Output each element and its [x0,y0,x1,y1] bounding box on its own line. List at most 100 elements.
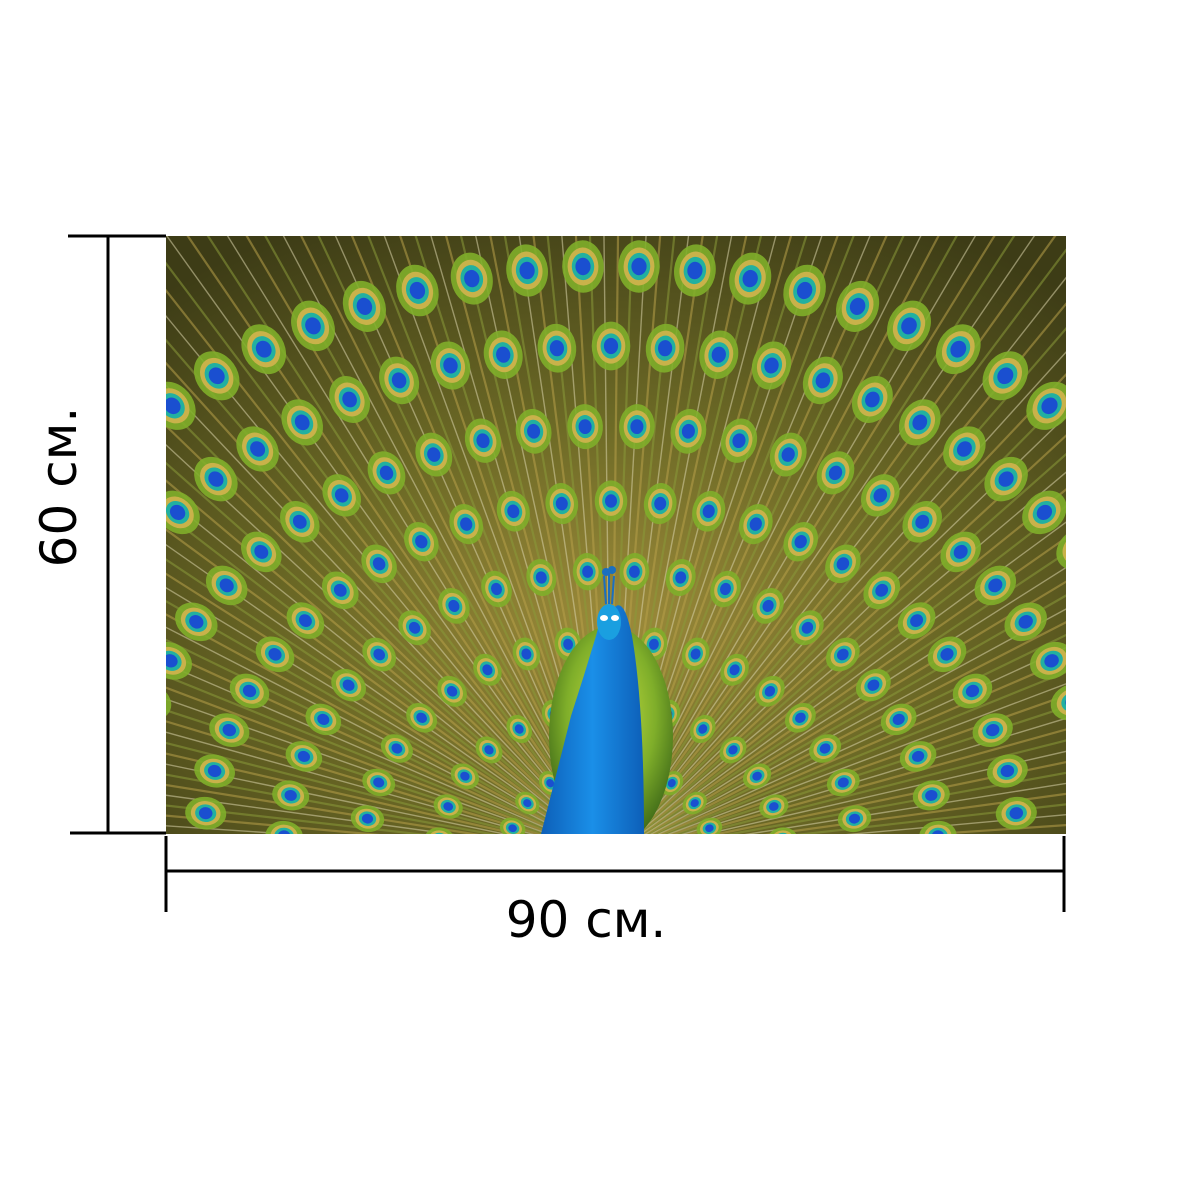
feather-eye [987,754,1028,788]
feather-eye [379,356,420,405]
feather-shaft [744,782,1066,834]
feather-eye [1029,641,1066,680]
feather-eye [591,321,631,371]
feather-eye [618,240,660,293]
feather-shaft [650,608,1066,834]
feather-shaft [166,698,551,834]
feather-eye [767,827,798,834]
feather-eye [670,408,707,454]
feather-eye [984,456,1028,502]
feather-shaft [166,741,529,834]
feather-shaft [166,674,560,834]
feather-eye [362,768,396,797]
feather-eye [769,432,807,477]
feather-shaft [166,613,573,834]
feather-eye [899,741,937,772]
feather-eye [537,323,577,373]
feather-eye [166,641,193,680]
feather-eye [755,675,785,707]
feather-eye [743,763,772,789]
feather-shaft [166,752,521,834]
feather-eye [567,404,603,450]
feather-eye [449,503,484,545]
feather-eye [499,817,526,834]
feather-eye [361,544,397,584]
feather-eye [860,474,900,517]
feather-eye [241,531,282,573]
feather-eye [481,570,512,608]
feather-eye [281,399,324,446]
feather-shaft [670,694,1066,834]
feather-eye [450,252,493,305]
feather-shaft [166,638,569,834]
feather-shaft [166,731,535,834]
feather-eye [464,418,502,463]
feather-eye [825,544,861,584]
peacock-neck [541,605,644,834]
feather-eye [255,636,295,673]
feather-eye [406,702,438,733]
feather-shaft [918,823,1066,834]
feather-eye [241,324,287,375]
feather-shaft [662,670,1066,834]
feather-eye [185,796,227,830]
feather-eye [974,565,1017,606]
peacock-crest [603,572,615,605]
feather-shaft [647,594,1066,834]
feather-eye [851,376,893,423]
feather-eye [825,637,860,672]
feather-eye [720,653,749,686]
feather-eye [887,300,931,352]
feather-eye [415,432,453,477]
feather-shaft [764,792,1066,834]
feather-shaft [642,551,1066,834]
feather-eye [496,490,530,532]
feather-shaft [703,750,1066,834]
feather-shaft [659,658,1066,834]
feather-eye [506,714,532,744]
feather-shaft [166,720,543,834]
feather-eye [784,702,816,733]
feather-eye [194,754,235,788]
feather-eye [1022,490,1066,535]
feather-eye [403,521,439,562]
feather-shaft [693,739,1066,834]
feather-eye [322,474,362,517]
feather-eye [329,376,371,423]
feather-shaft [644,566,1066,834]
height-label: 60 см. [30,406,88,568]
feather-shaft [166,586,576,834]
feather-shaft [166,528,583,834]
feather-shaft [166,663,562,834]
feather-eye [350,805,385,833]
feather-shaft [712,761,1066,834]
peacock-eye-patch [600,615,608,621]
feather-shaft [166,600,575,834]
feather-eye [699,330,739,379]
feather-shaft [645,580,1066,834]
feather-eye [696,817,723,834]
feather-eye [594,480,628,522]
feather-shaft [651,620,1066,834]
feather-eye [342,280,386,332]
feather-eye [572,553,603,591]
feather-eye [194,456,238,502]
feather-eye [619,404,655,450]
feather-eye [515,791,540,815]
feather-eye [912,780,950,811]
feather-eye [483,330,523,379]
feather-shaft [795,803,1066,834]
feather-eye [438,588,470,624]
feather-shaft [166,338,594,834]
feather-eye [209,713,250,748]
feather-eye [321,571,359,610]
feather-shaft [166,626,570,834]
feather-eye [424,827,455,834]
feather-eye [562,240,604,293]
feather-shaft [686,728,1066,834]
feather-eye [681,637,710,671]
feather-eye [166,381,196,430]
feather-eye [863,571,901,610]
